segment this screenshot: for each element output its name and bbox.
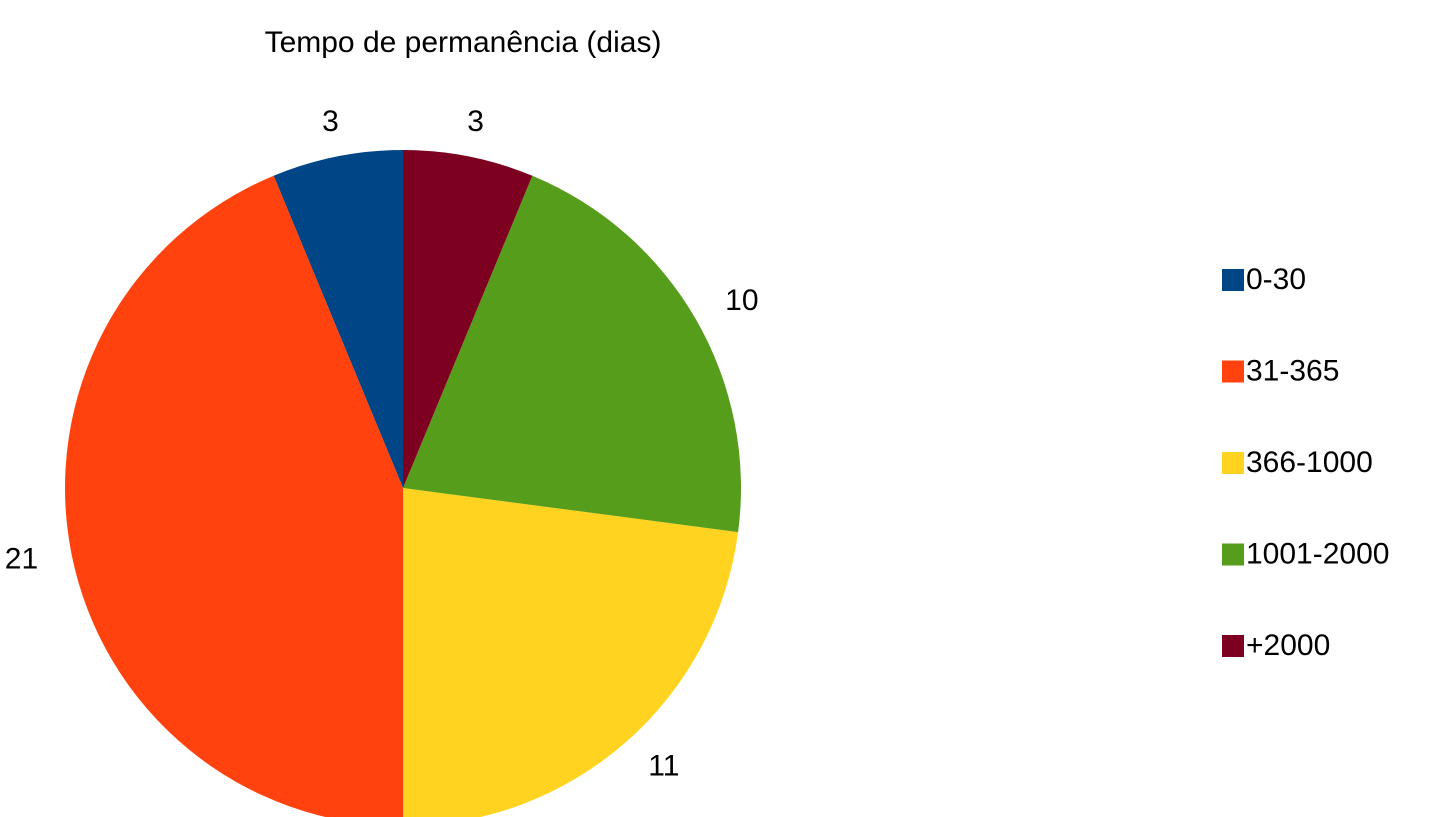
legend-swatch	[1222, 360, 1244, 383]
legend-swatch	[1222, 452, 1244, 474]
legend-label: 31-365	[1246, 354, 1339, 387]
chart-title: Tempo de permanência (dias)	[265, 26, 662, 59]
legend-label: 1001-2000	[1246, 537, 1389, 570]
legend-swatch	[1222, 635, 1244, 657]
pie-slice	[403, 150, 533, 488]
legend-label: 0-30	[1246, 263, 1306, 296]
data-label: 3	[322, 105, 339, 138]
data-label: 3	[467, 105, 484, 138]
legend-swatch	[1222, 269, 1244, 291]
legend-label: +2000	[1246, 629, 1330, 662]
legend-swatch	[1222, 543, 1244, 566]
data-label: 21	[5, 542, 38, 575]
pie-slice	[403, 488, 739, 817]
pie-slice	[403, 175, 741, 533]
pie-slice	[273, 150, 403, 488]
pie-slice	[65, 175, 403, 817]
data-label: 10	[725, 284, 758, 317]
data-label: 11	[648, 750, 679, 783]
legend-label: 366-1000	[1246, 446, 1373, 479]
